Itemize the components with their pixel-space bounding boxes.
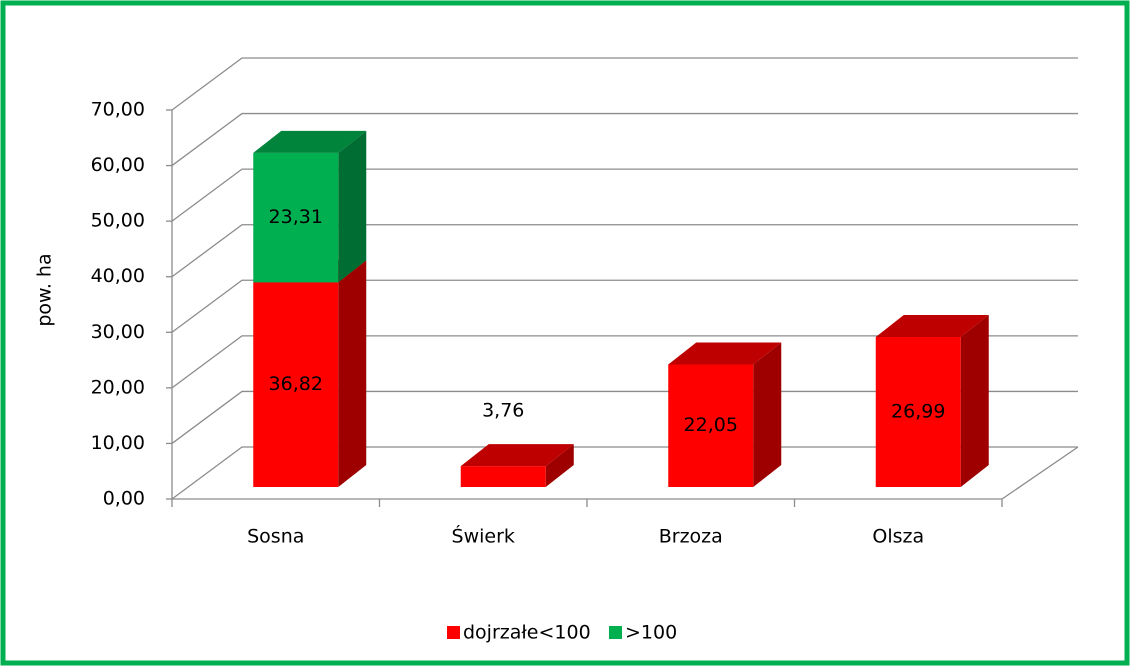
data-label: 23,31 bbox=[269, 206, 323, 228]
y-tick-label: 0,00 bbox=[103, 488, 145, 510]
bar-side bbox=[338, 130, 367, 283]
legend-swatch bbox=[447, 626, 460, 639]
bar bbox=[875, 337, 961, 487]
grid-line bbox=[171, 168, 1078, 222]
grid-line bbox=[171, 446, 1078, 500]
grid-line bbox=[171, 57, 1078, 111]
data-label: 22,05 bbox=[684, 414, 738, 436]
grid-line bbox=[171, 224, 1078, 278]
data-label: 26,99 bbox=[891, 401, 945, 423]
y-tick-label: 50,00 bbox=[91, 210, 145, 232]
legend-label: >100 bbox=[625, 622, 677, 644]
bar-side bbox=[753, 342, 782, 487]
grid-line bbox=[171, 390, 1078, 444]
bar bbox=[460, 466, 546, 487]
grid-line bbox=[171, 112, 1078, 167]
bar-top bbox=[875, 315, 989, 338]
grid-line bbox=[171, 335, 1078, 389]
bar-side bbox=[545, 444, 574, 487]
bar bbox=[253, 282, 339, 487]
y-tick-label: 60,00 bbox=[91, 154, 145, 176]
y-tick-label: 70,00 bbox=[91, 99, 145, 121]
y-tick-label: 40,00 bbox=[91, 265, 145, 287]
y-tick-label: 30,00 bbox=[91, 321, 145, 343]
bar bbox=[668, 364, 754, 487]
y-axis-label: pow. ha bbox=[34, 253, 56, 326]
legend-swatch bbox=[609, 626, 622, 639]
data-label: 36,82 bbox=[269, 373, 323, 395]
x-tick-label: Sosna bbox=[247, 526, 304, 548]
data-label: 3,76 bbox=[482, 400, 524, 422]
legend-label: dojrzałe<100 bbox=[463, 622, 591, 644]
x-tick-label: Olsza bbox=[872, 526, 924, 548]
y-tick-label: 20,00 bbox=[91, 376, 145, 398]
bar-top bbox=[668, 342, 782, 365]
y-tick-label: 10,00 bbox=[91, 432, 145, 454]
bar-side bbox=[338, 260, 367, 487]
bar-top bbox=[460, 444, 574, 467]
bar-side bbox=[960, 315, 989, 487]
x-tick-label: Brzoza bbox=[659, 526, 723, 548]
x-tick-label: Świerk bbox=[452, 524, 515, 548]
grid-line bbox=[171, 279, 1078, 333]
bar-top bbox=[253, 130, 367, 153]
bar bbox=[253, 152, 339, 283]
